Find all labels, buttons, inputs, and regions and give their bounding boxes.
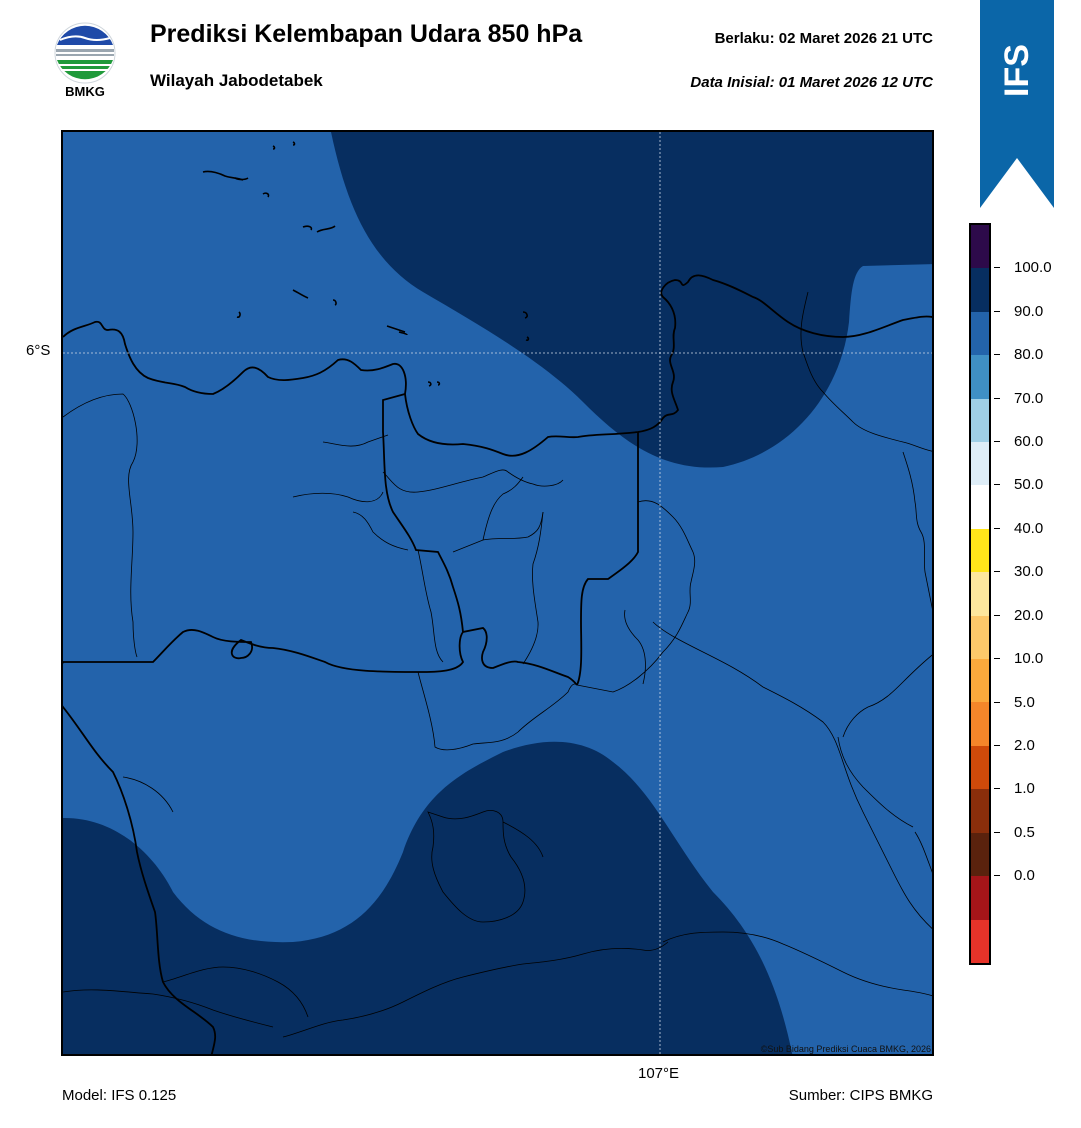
logo-text: BMKG: [65, 84, 105, 99]
colorbar-tick-mark: [994, 788, 1000, 790]
initial-time: Data Inisial: 01 Maret 2026 12 UTC: [690, 74, 933, 91]
colorbar-tick-mark: [994, 701, 1000, 703]
colorbar-tick-mark: [994, 267, 1000, 269]
colorbar-tick-label: 2.0: [1014, 736, 1035, 754]
colorbar-segment: [971, 268, 989, 312]
colorbar-segment: [971, 876, 989, 920]
colorbar-segment: [971, 659, 989, 703]
colorbar-segment: [971, 919, 989, 963]
region-subtitle: Wilayah Jabodetabek: [150, 71, 323, 90]
ifs-text: IFS: [997, 43, 1036, 97]
colorbar-tick-mark: [994, 527, 1000, 529]
map-canvas: [63, 132, 932, 1054]
islands: [202, 141, 530, 387]
colorbar-tick-mark: [994, 441, 1000, 443]
colorbar-tick-mark: [994, 354, 1000, 356]
colorbar-segment: [971, 832, 989, 877]
colorbar-segment: [971, 702, 989, 746]
page-title: Prediksi Kelembapan Udara 850 hPa: [150, 20, 583, 48]
colorbar-segment: [971, 442, 989, 486]
ifs-banner: [980, 0, 1054, 208]
colorbar-tick-label: 50.0: [1014, 476, 1044, 494]
colorbar-tick-mark: [994, 571, 1000, 573]
colorbar-segment: [971, 485, 989, 529]
colorbar-tick-label: 5.0: [1014, 693, 1035, 711]
district-boundaries: [63, 291, 932, 1038]
colorbar-tick-label: 1.0: [1014, 780, 1035, 798]
colorbar-tick-label: 0.5: [1014, 823, 1035, 841]
map-credit: ©Sub Bidang Prediksi Cuaca BMKG, 2026: [760, 1044, 931, 1054]
coastline: [63, 274, 932, 1054]
source-label: Sumber: CIPS BMKG: [788, 1087, 933, 1104]
colorbar-segment: [971, 745, 989, 790]
colorbar-tick-mark: [994, 484, 1000, 486]
bmkg-logo: BMKG: [52, 20, 118, 102]
model-label: Model: IFS 0.125: [62, 1087, 177, 1104]
colorbar-segment: [971, 572, 989, 616]
colorbar-tick-mark: [994, 397, 1000, 399]
colorbar-segment: [971, 355, 989, 399]
colorbar-tick-label: 70.0: [1014, 389, 1044, 407]
colorbar-labels: 100.0 90.0 80.0 70.0 60.0 50.0 40.0 30.0 20.0 10.…: [994, 223, 1074, 965]
map-panel: [61, 130, 934, 1056]
humidity-90-100-area-north: [331, 132, 932, 468]
colorbar-tick-label: 30.0: [1014, 563, 1044, 581]
valid-time: Berlaku: 02 Maret 2026 21 UTC: [714, 30, 933, 47]
colorbar-tick-label: 90.0: [1014, 302, 1044, 320]
graticule: [63, 132, 932, 1054]
colorbar-segment: [971, 528, 989, 573]
humidity-90-100-area-south: [63, 741, 793, 1054]
colorbar-tick-label: 0.0: [1014, 867, 1035, 885]
colorbar-tick-mark: [994, 614, 1000, 616]
colorbar-tick-label: 10.0: [1014, 650, 1044, 668]
colorbar-segment: [971, 311, 989, 356]
colorbar: [969, 223, 991, 965]
colorbar-segment: [971, 225, 989, 269]
colorbar-segment: [971, 398, 989, 443]
longitude-label: 107°E: [638, 1065, 680, 1082]
bmkg-emblem-icon: [54, 22, 116, 84]
colorbar-tick-mark: [994, 310, 1000, 312]
colorbar-tick-label: 80.0: [1014, 346, 1044, 364]
ifs-banner-label: IFS: [980, 0, 1054, 140]
colorbar-tick-mark: [994, 658, 1000, 660]
colorbar-tick-mark: [994, 744, 1000, 746]
colorbar-tick-label: 100.0: [1014, 259, 1052, 277]
colorbar-tick-label: 20.0: [1014, 606, 1044, 624]
colorbar-tick-mark: [994, 831, 1000, 833]
colorbar-segment: [971, 615, 989, 660]
latitude-label: 6°S: [26, 342, 51, 359]
colorbar-tick-label: 40.0: [1014, 519, 1044, 537]
colorbar-tick-label: 60.0: [1014, 433, 1044, 451]
colorbar-tick-mark: [994, 875, 1000, 877]
colorbar-segment: [971, 789, 989, 833]
